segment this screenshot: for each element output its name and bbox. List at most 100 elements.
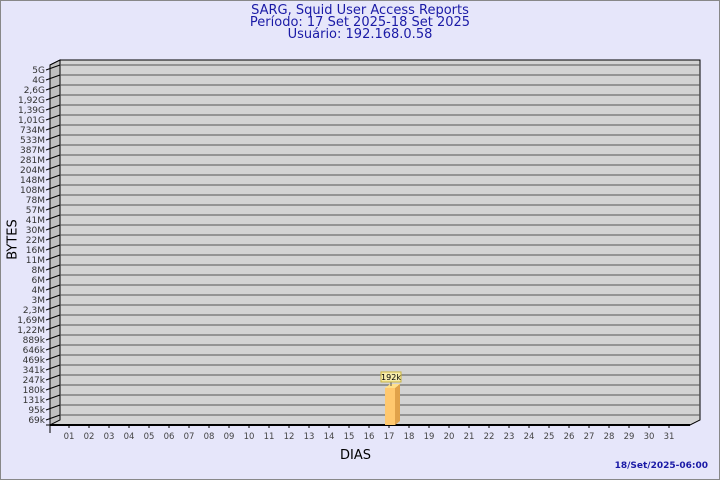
y-tick: [45, 144, 61, 151]
x-tick-label: 07: [184, 432, 195, 442]
y-tick: [45, 114, 61, 121]
y-tick-label: 1,69M: [17, 316, 45, 326]
y-tick-label: 281M: [20, 156, 45, 166]
y-tick-label: 469k: [23, 356, 46, 366]
y-tick-label: 5G: [32, 66, 45, 76]
y-tick: [45, 314, 61, 321]
timestamp: 18/Set/2025-06:00: [614, 461, 708, 471]
y-tick: [45, 364, 61, 371]
chart-period: Período: 17 Set 2025-18 Set 2025: [249, 15, 471, 30]
y-tick-label: 180k: [23, 386, 46, 396]
x-tick-label: 11: [264, 432, 275, 442]
y-tick: [45, 404, 61, 411]
y-tick-label: 108M: [20, 186, 45, 196]
x-tick-label: 15: [344, 432, 355, 442]
y-tick: [45, 204, 61, 211]
y-tick-label: 1,39G: [18, 106, 45, 116]
y-tick: [45, 334, 61, 341]
y-tick: [45, 164, 61, 171]
x-tick-label: 08: [204, 432, 215, 442]
y-tick-label: 57M: [26, 206, 45, 216]
x-tick-label: 06: [164, 432, 175, 442]
y-tick-label: 1,22M: [17, 326, 45, 336]
y-tick: [45, 384, 61, 391]
y-tick-label: 69k: [28, 416, 45, 426]
x-tick-label: 24: [524, 432, 535, 442]
y-tick-label: 16M: [26, 246, 45, 256]
y-tick: [45, 224, 61, 231]
y-tick: [45, 74, 61, 81]
y-tick-label: 2,3M: [23, 306, 45, 316]
x-tick-label: 20: [444, 432, 455, 442]
x-tick-label: 27: [584, 432, 595, 442]
y-tick-label: 1,92G: [18, 96, 45, 106]
y-tick: [45, 104, 61, 111]
x-tick-label: 28: [604, 432, 615, 442]
y-tick: [45, 344, 61, 351]
x-tick-label: 31: [664, 432, 675, 442]
y-tick-label: 78M: [26, 196, 45, 206]
bar: [385, 387, 395, 425]
y-tick: [45, 194, 61, 201]
x-tick-label: 18: [404, 432, 415, 442]
x-tick-label: 12: [284, 432, 295, 442]
y-tick-label: 3M: [32, 296, 46, 306]
x-tick-label: 16: [364, 432, 375, 442]
chart-user: Usuário: 192.168.0.58: [287, 27, 433, 42]
y-tick: [45, 134, 61, 141]
y-tick-label: 30M: [26, 226, 45, 236]
y-tick-label: 4G: [32, 76, 45, 86]
y-tick: [45, 324, 61, 331]
x-tick-label: 21: [464, 432, 475, 442]
y-tick: [45, 234, 61, 241]
bar-side: [395, 383, 400, 425]
y-tick-label: 4M: [32, 286, 46, 296]
y-tick: [45, 254, 61, 261]
x-tick-label: 19: [424, 432, 435, 442]
y-tick-label: 8M: [32, 266, 46, 276]
x-tick-label: 14: [324, 432, 335, 442]
y-tick-label: 646k: [23, 346, 46, 356]
y-tick: [45, 284, 61, 291]
y-tick-label: 734M: [20, 126, 45, 136]
y-tick: [45, 214, 61, 221]
x-tick-label: 03: [104, 432, 115, 442]
y-tick: [45, 414, 61, 421]
data-label-box: [380, 371, 402, 383]
y-tick: [45, 294, 61, 301]
data-label: 192k: [381, 373, 401, 382]
y-tick-label: 204M: [20, 166, 45, 176]
y-tick-label: 22M: [26, 236, 45, 246]
y-tick: [45, 394, 61, 401]
y-tick-label: 148M: [20, 176, 45, 186]
y-tick: [45, 94, 61, 101]
y-tick: [45, 154, 61, 161]
x-tick-label: 30: [644, 432, 655, 442]
y-tick-label: 41M: [26, 216, 45, 226]
y-tick: [45, 354, 61, 361]
y-tick: [45, 304, 61, 311]
y-tick: [45, 174, 61, 181]
y-tick-label: 889k: [23, 336, 46, 346]
x-tick-label: 29: [624, 432, 635, 442]
y-tick: [45, 64, 61, 71]
x-tick-label: 05: [144, 432, 155, 442]
x-tick-label: 23: [504, 432, 515, 442]
y-tick-label: 387M: [20, 146, 45, 156]
y-tick-label: 6M: [32, 276, 46, 286]
chart-title: SARG, Squid User Access Reports: [251, 3, 469, 18]
x-axis-label: DIAS: [340, 448, 371, 463]
y-tick: [45, 184, 61, 191]
y-tick: [45, 244, 61, 251]
y-tick-label: 247k: [23, 376, 46, 386]
y-tick-label: 1,01G: [18, 116, 45, 126]
x-tick-label: 13: [304, 432, 315, 442]
left-wall: [49, 59, 61, 426]
x-tick-label: 01: [64, 432, 75, 442]
bar-top: [385, 383, 400, 388]
x-tick-label: 02: [84, 432, 95, 442]
y-tick: [45, 374, 61, 381]
x-tick-label: 22: [484, 432, 495, 442]
x-tick-label: 09: [224, 432, 235, 442]
